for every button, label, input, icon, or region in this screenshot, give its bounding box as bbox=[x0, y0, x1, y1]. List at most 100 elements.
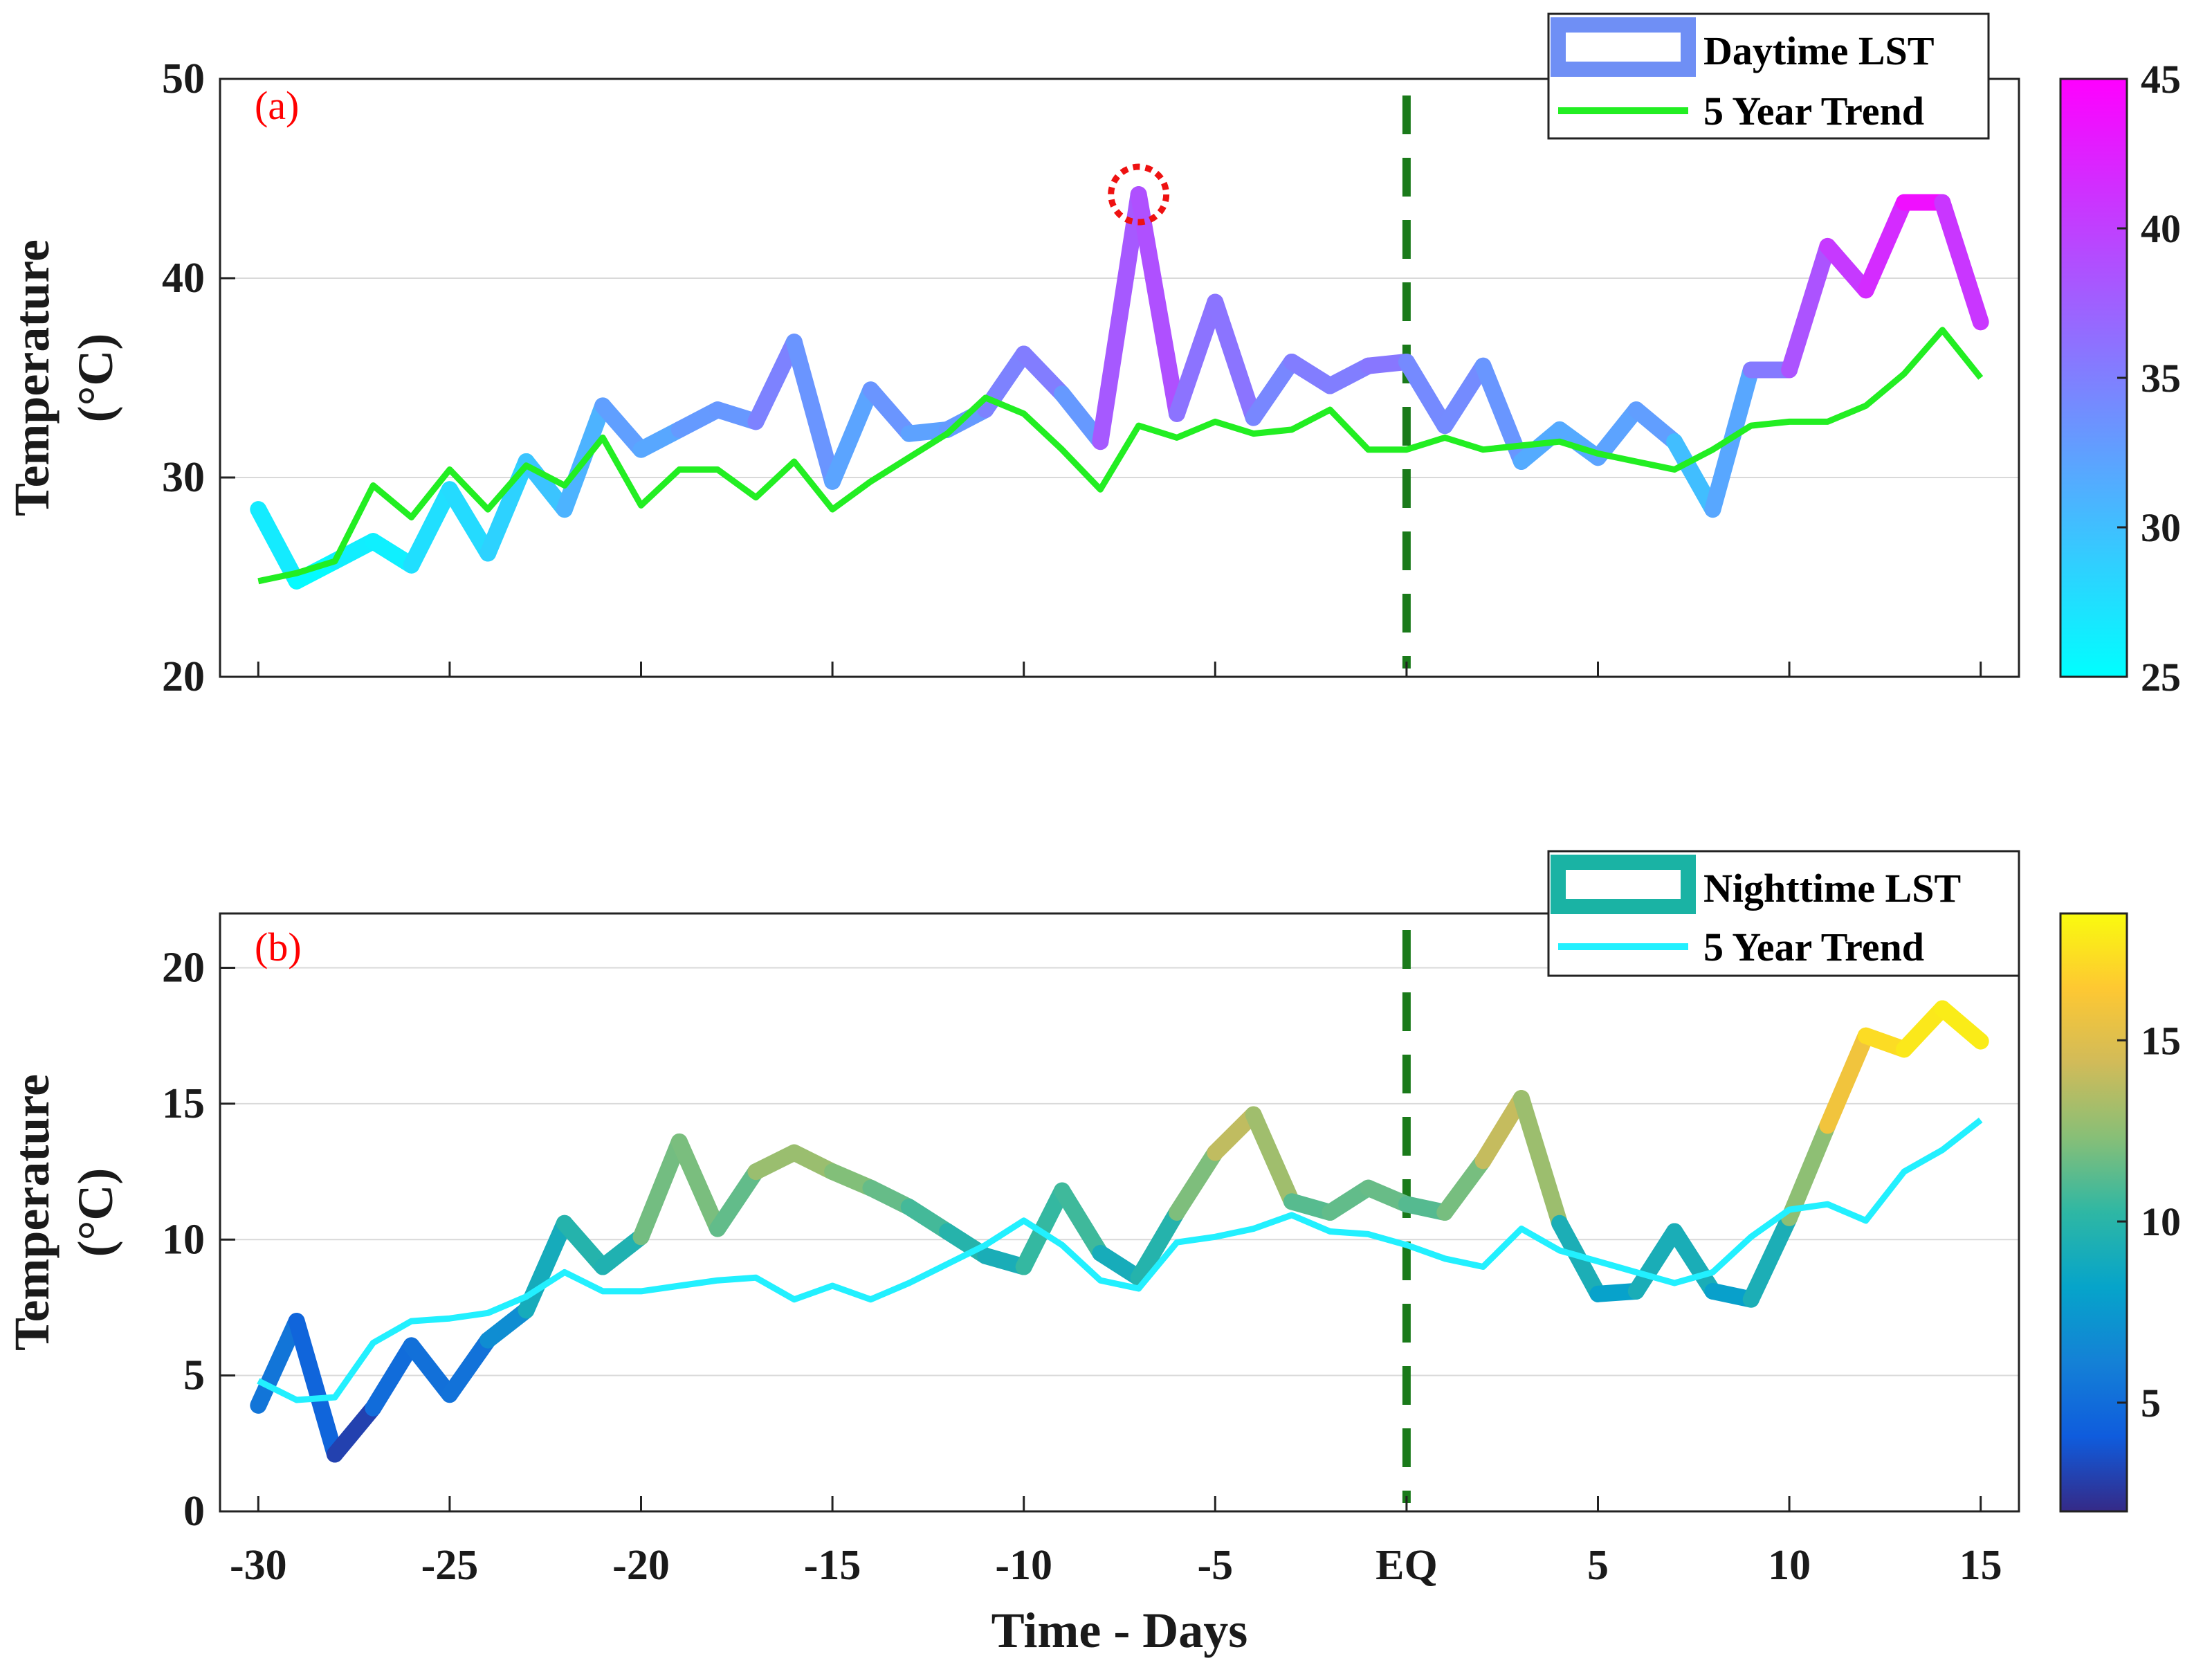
legend-nighttime-swatch bbox=[1551, 855, 1696, 914]
x-tick-label: -20 bbox=[612, 1542, 670, 1589]
panel-a-legend: Daytime LST 5 Year Trend bbox=[1547, 12, 1990, 140]
legend-nighttime-label: Nighttime LST bbox=[1703, 866, 1961, 911]
lst-segment bbox=[1934, 194, 1989, 331]
lst-segment bbox=[862, 381, 917, 442]
panel-b-colorbar-bar bbox=[2059, 912, 2128, 1513]
y-tick-label: 20 bbox=[162, 653, 205, 700]
x-axis-ticks: -30 -25 -20 -15 -10 -5 EQ 5 10 15 bbox=[230, 662, 2002, 1589]
lst-segment bbox=[1857, 194, 1913, 299]
lst-segment bbox=[518, 1214, 573, 1319]
y-tick-label: 20 bbox=[162, 945, 205, 992]
lst-segment bbox=[1436, 357, 1492, 435]
panel-a-colorbar-ticks: 25 30 35 40 45 bbox=[2117, 57, 2181, 700]
lst-segment bbox=[250, 1313, 305, 1414]
y-tick-label: 10 bbox=[162, 1216, 205, 1263]
lst-segment bbox=[1092, 186, 1147, 451]
panel-a: 20 30 40 50 (a) Temperature (°C) Daytime LS… bbox=[4, 12, 2181, 700]
lst-segment bbox=[1245, 353, 1300, 426]
y-tick-label: 50 bbox=[162, 55, 205, 102]
lst-segment bbox=[1819, 237, 1874, 299]
lst-segment bbox=[441, 481, 497, 562]
panel-b-label: (b) bbox=[255, 925, 302, 970]
panel-b: 0 5 10 15 20 (b) Temperature (°C) Nighttime … bbox=[4, 850, 2181, 1535]
lst-segment bbox=[632, 1133, 688, 1246]
colorbar-tick-label: 45 bbox=[2141, 57, 2181, 102]
lst-segment bbox=[1207, 293, 1262, 426]
lst-segment bbox=[1168, 293, 1224, 422]
lst-segment bbox=[1207, 1106, 1262, 1161]
lst-segment bbox=[709, 1163, 765, 1237]
lst-segment bbox=[326, 1399, 382, 1463]
lst-segment bbox=[670, 1133, 726, 1237]
lst-segment bbox=[1015, 1182, 1071, 1275]
lst-segment bbox=[1398, 353, 1454, 435]
colorbar-tick-label: 40 bbox=[2141, 206, 2181, 251]
lst-segment bbox=[785, 334, 841, 490]
panel-a-ylabel-line2: (°C) bbox=[68, 334, 123, 423]
panel-b-ylabel-line1: Temperature bbox=[4, 1074, 60, 1351]
y-tick-label: 15 bbox=[162, 1080, 205, 1127]
lst-segment bbox=[1054, 1182, 1109, 1262]
lst-segment bbox=[1742, 1209, 1798, 1308]
panel-b-data bbox=[250, 1000, 1989, 1463]
lst-segment bbox=[403, 481, 458, 574]
legend-trend-a-label: 5 Year Trend bbox=[1703, 89, 1924, 134]
lst-segment bbox=[1130, 1204, 1185, 1286]
lst-segment bbox=[1589, 401, 1645, 466]
panel-b-colorbar-ticks: 5 10 15 bbox=[2117, 1018, 2181, 1426]
panel-a-ylabel-line1: Temperature bbox=[4, 239, 60, 516]
colorbar-tick-label: 5 bbox=[2141, 1381, 2161, 1426]
panel-b-colorbar: 5 10 15 bbox=[2059, 912, 2181, 1513]
lst-segment bbox=[365, 1337, 420, 1417]
x-tick-label: EQ bbox=[1375, 1542, 1438, 1589]
lst-segment bbox=[1245, 1106, 1300, 1210]
lst-segment bbox=[1627, 1223, 1683, 1300]
x-tick-label: -15 bbox=[804, 1542, 861, 1589]
lst-segment bbox=[1896, 1000, 1951, 1058]
y-tick-label: 0 bbox=[183, 1488, 205, 1535]
legend-daytime-swatch bbox=[1551, 17, 1696, 77]
lst-segment bbox=[1666, 433, 1721, 518]
panel-b-yticks: 0 5 10 15 20 bbox=[162, 945, 235, 1535]
x-tick-label: -10 bbox=[995, 1542, 1052, 1589]
lst-segment bbox=[441, 1331, 497, 1403]
lst-segment bbox=[403, 1337, 458, 1403]
panel-a-yticks: 20 30 40 50 bbox=[162, 55, 235, 700]
legend-daytime-label: Daytime LST bbox=[1703, 28, 1935, 73]
y-tick-label: 30 bbox=[162, 454, 205, 501]
lst-segment bbox=[288, 1313, 343, 1463]
panel-a-data bbox=[250, 163, 1989, 590]
lst-segment bbox=[1130, 186, 1185, 422]
legend-trend-b-label: 5 Year Trend bbox=[1703, 925, 1924, 970]
lst-segment bbox=[594, 397, 650, 458]
x-axis-label: Time - Days bbox=[991, 1603, 1248, 1658]
lst-segment bbox=[1666, 1223, 1721, 1300]
panel-a-colorbar-bar bbox=[2059, 78, 2128, 678]
lst-segment bbox=[824, 381, 879, 490]
lst-segment bbox=[1512, 1090, 1569, 1232]
lst-segment bbox=[1436, 1152, 1492, 1221]
lst-segment bbox=[1819, 1027, 1874, 1134]
trend-line bbox=[257, 327, 1984, 585]
lst-segment bbox=[250, 501, 305, 590]
panel-a-axes-box bbox=[219, 78, 2020, 678]
lst-segment bbox=[1781, 1117, 1836, 1226]
lst-segment bbox=[1474, 1090, 1530, 1170]
x-tick-label: -25 bbox=[421, 1542, 479, 1589]
lst-segment bbox=[1934, 1000, 1989, 1050]
x-tick-label: -30 bbox=[230, 1542, 287, 1589]
colorbar-tick-label: 35 bbox=[2141, 356, 2181, 401]
y-tick-label: 5 bbox=[183, 1352, 205, 1399]
panel-a-ylabel: Temperature (°C) bbox=[4, 239, 123, 516]
peak-annotation-circle bbox=[1108, 163, 1170, 226]
trend-line bbox=[257, 1117, 1983, 1403]
panel-b-ylabel-line2: (°C) bbox=[68, 1168, 123, 1257]
panel-b-axes-box bbox=[219, 912, 2020, 1513]
lst-segment bbox=[747, 334, 803, 430]
panel-b-ylabel: Temperature (°C) bbox=[4, 1074, 123, 1351]
panel-a-colorbar: 25 30 35 40 45 bbox=[2059, 57, 2181, 700]
x-tick-label: 5 bbox=[1587, 1542, 1609, 1589]
x-tick-label: -5 bbox=[1197, 1542, 1233, 1589]
colorbar-tick-label: 10 bbox=[2141, 1199, 2181, 1244]
